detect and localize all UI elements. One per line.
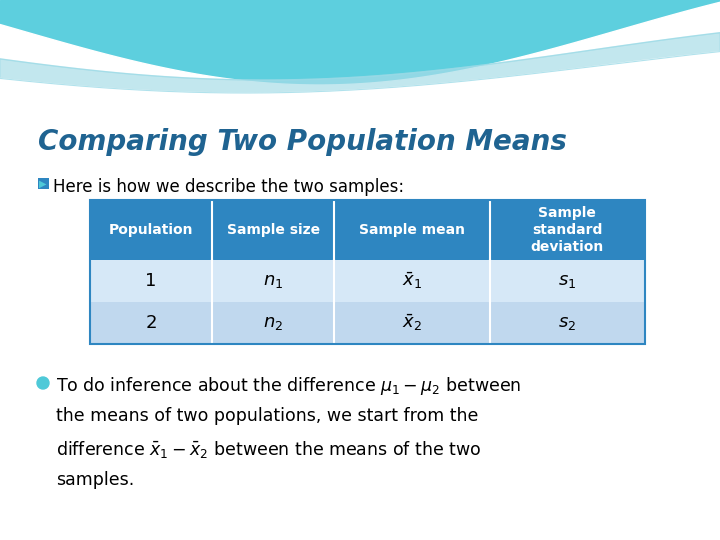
Text: To do inference about the difference $\mu_1 - \mu_2$ between: To do inference about the difference $\m… [56,375,521,397]
Text: difference $\bar{x}_1 - \bar{x}_2$ between the means of the two: difference $\bar{x}_1 - \bar{x}_2$ betwe… [56,439,481,460]
Text: Population: Population [109,223,193,237]
Text: $s_2$: $s_2$ [558,314,577,332]
Text: $n_2$: $n_2$ [263,314,283,332]
Text: Sample size: Sample size [227,223,320,237]
Text: $\bar{x}_1$: $\bar{x}_1$ [402,271,422,291]
Text: $n_1$: $n_1$ [263,272,283,290]
Text: the means of two populations, we start from the: the means of two populations, we start f… [56,407,478,425]
Text: Sample
standard
deviation: Sample standard deviation [531,206,604,254]
Text: Here is how we describe the two samples:: Here is how we describe the two samples: [53,178,404,196]
Polygon shape [0,2,720,110]
Text: 2: 2 [145,314,157,332]
Polygon shape [0,0,720,110]
Text: 1: 1 [145,272,157,290]
Text: samples.: samples. [56,471,134,489]
FancyBboxPatch shape [38,178,49,189]
Text: Sample mean: Sample mean [359,223,465,237]
Text: Comparing Two Population Means: Comparing Two Population Means [38,128,567,156]
Text: $\bar{x}_2$: $\bar{x}_2$ [402,313,422,333]
Circle shape [37,377,49,389]
Text: ▶: ▶ [39,179,47,189]
FancyBboxPatch shape [90,302,645,344]
Text: $s_1$: $s_1$ [558,272,577,290]
FancyBboxPatch shape [90,200,645,260]
Polygon shape [0,33,720,93]
FancyBboxPatch shape [90,260,645,302]
